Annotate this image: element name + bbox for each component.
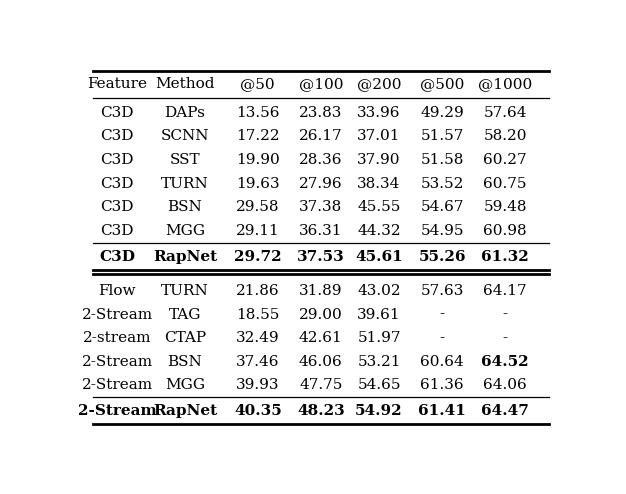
Text: 39.61: 39.61 (357, 307, 401, 322)
Text: 21.86: 21.86 (236, 284, 280, 298)
Text: RapNet: RapNet (153, 249, 217, 264)
Text: C3D: C3D (99, 249, 135, 264)
Text: 49.29: 49.29 (420, 106, 464, 120)
Text: 45.55: 45.55 (357, 200, 401, 214)
Text: 64.17: 64.17 (483, 284, 527, 298)
Text: TAG: TAG (169, 307, 201, 322)
Text: 51.58: 51.58 (421, 153, 464, 167)
Text: 59.48: 59.48 (483, 200, 527, 214)
Text: TURN: TURN (161, 177, 209, 191)
Text: 46.06: 46.06 (299, 355, 342, 369)
Text: 32.49: 32.49 (236, 331, 280, 345)
Text: 2-Stream: 2-Stream (81, 307, 153, 322)
Text: 29.00: 29.00 (299, 307, 342, 322)
Text: 31.89: 31.89 (299, 284, 342, 298)
Text: 29.72: 29.72 (234, 249, 282, 264)
Text: C3D: C3D (100, 224, 134, 238)
Text: 40.35: 40.35 (234, 404, 282, 418)
Text: DAPs: DAPs (165, 106, 205, 120)
Text: C3D: C3D (100, 129, 134, 143)
Text: 45.61: 45.61 (355, 249, 403, 264)
Text: 2-stream: 2-stream (83, 331, 151, 345)
Text: 42.61: 42.61 (299, 331, 342, 345)
Text: Flow: Flow (98, 284, 136, 298)
Text: 13.56: 13.56 (236, 106, 279, 120)
Text: MGG: MGG (165, 224, 205, 238)
Text: 39.93: 39.93 (236, 378, 279, 392)
Text: RapNet: RapNet (153, 404, 217, 418)
Text: 29.11: 29.11 (236, 224, 280, 238)
Text: 37.01: 37.01 (357, 129, 401, 143)
Text: 64.06: 64.06 (483, 378, 527, 392)
Text: BSN: BSN (168, 200, 202, 214)
Text: 2-Stream: 2-Stream (81, 378, 153, 392)
Text: @50: @50 (240, 78, 275, 91)
Text: 17.22: 17.22 (236, 129, 280, 143)
Text: 27.96: 27.96 (299, 177, 342, 191)
Text: C3D: C3D (100, 200, 134, 214)
Text: 19.63: 19.63 (236, 177, 280, 191)
Text: -: - (503, 307, 508, 322)
Text: 58.20: 58.20 (483, 129, 527, 143)
Text: 37.90: 37.90 (357, 153, 401, 167)
Text: 48.23: 48.23 (297, 404, 345, 418)
Text: 47.75: 47.75 (299, 378, 342, 392)
Text: 38.34: 38.34 (357, 177, 401, 191)
Text: 54.92: 54.92 (355, 404, 403, 418)
Text: TURN: TURN (161, 284, 209, 298)
Text: 60.98: 60.98 (483, 224, 527, 238)
Text: 33.96: 33.96 (357, 106, 401, 120)
Text: 44.32: 44.32 (357, 224, 401, 238)
Text: 61.32: 61.32 (481, 249, 529, 264)
Text: 61.41: 61.41 (418, 404, 466, 418)
Text: @200: @200 (357, 78, 401, 91)
Text: 23.83: 23.83 (299, 106, 342, 120)
Text: 51.97: 51.97 (357, 331, 401, 345)
Text: BSN: BSN (168, 355, 202, 369)
Text: 64.47: 64.47 (481, 404, 529, 418)
Text: 64.52: 64.52 (481, 355, 529, 369)
Text: C3D: C3D (100, 153, 134, 167)
Text: @1000: @1000 (478, 78, 532, 91)
Text: 53.21: 53.21 (357, 355, 401, 369)
Text: 36.31: 36.31 (299, 224, 342, 238)
Text: 51.57: 51.57 (421, 129, 464, 143)
Text: @500: @500 (420, 78, 464, 91)
Text: 54.65: 54.65 (357, 378, 401, 392)
Text: 43.02: 43.02 (357, 284, 401, 298)
Text: Feature: Feature (87, 78, 147, 91)
Text: C3D: C3D (100, 106, 134, 120)
Text: 60.64: 60.64 (420, 355, 464, 369)
Text: -: - (503, 331, 508, 345)
Text: 37.46: 37.46 (236, 355, 279, 369)
Text: -: - (439, 307, 444, 322)
Text: 54.95: 54.95 (421, 224, 464, 238)
Text: 60.27: 60.27 (483, 153, 527, 167)
Text: 61.36: 61.36 (420, 378, 464, 392)
Text: MGG: MGG (165, 378, 205, 392)
Text: C3D: C3D (100, 177, 134, 191)
Text: 2-Stream: 2-Stream (78, 404, 156, 418)
Text: 57.64: 57.64 (483, 106, 527, 120)
Text: 26.17: 26.17 (299, 129, 342, 143)
Text: 28.36: 28.36 (299, 153, 342, 167)
Text: Method: Method (155, 78, 215, 91)
Text: 54.67: 54.67 (421, 200, 464, 214)
Text: 18.55: 18.55 (236, 307, 279, 322)
Text: 2-Stream: 2-Stream (81, 355, 153, 369)
Text: -: - (439, 331, 444, 345)
Text: 29.58: 29.58 (236, 200, 279, 214)
Text: 57.63: 57.63 (421, 284, 464, 298)
Text: 60.75: 60.75 (483, 177, 527, 191)
Text: 37.53: 37.53 (297, 249, 345, 264)
Text: 53.52: 53.52 (421, 177, 464, 191)
Text: 37.38: 37.38 (299, 200, 342, 214)
Text: @100: @100 (299, 78, 343, 91)
Text: 19.90: 19.90 (236, 153, 280, 167)
Text: CTAP: CTAP (164, 331, 206, 345)
Text: SST: SST (170, 153, 200, 167)
Text: SCNN: SCNN (161, 129, 209, 143)
Text: 55.26: 55.26 (418, 249, 466, 264)
